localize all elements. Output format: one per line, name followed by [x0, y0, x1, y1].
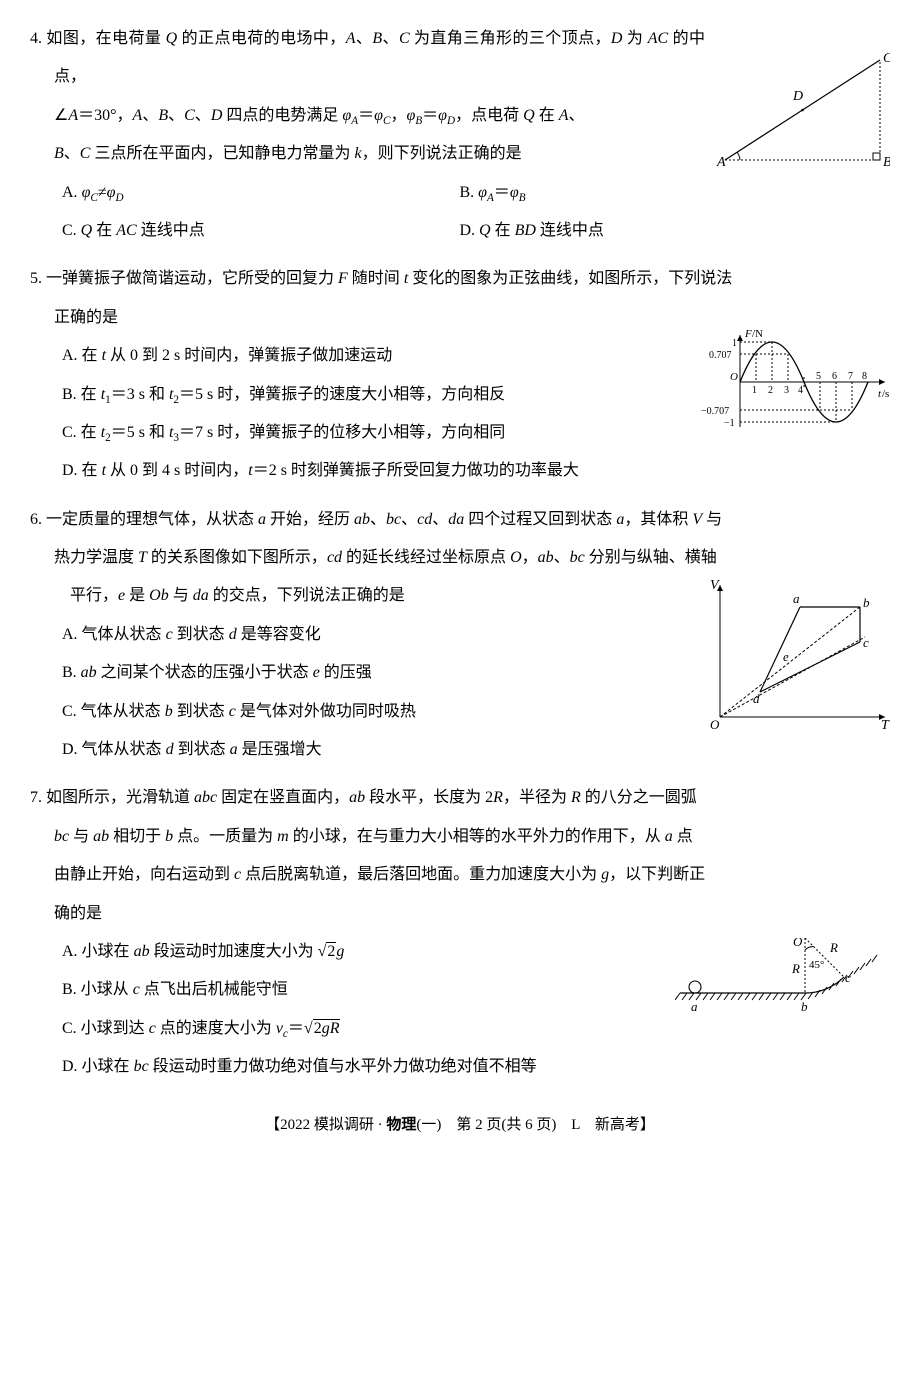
svg-text:b: b [801, 999, 808, 1013]
footer-text2: (一) 第 2 页(共 6 页) L 新高考】 [416, 1117, 655, 1133]
q7-optD: D. 小球在 bc 段运动时重力做功绝对值与水平外力做功绝对值不相等 [62, 1048, 890, 1086]
svg-text:−1: −1 [724, 418, 735, 429]
q7-optC: C. 小球到达 c 点的速度大小为 vc＝2gR [62, 1010, 890, 1048]
q5-figure: F/N t/s 1 0.707 −0.707 −1 O 1 2 3 4 5 6 … [690, 327, 890, 437]
svg-text:R: R [791, 961, 800, 976]
svg-text:D: D [792, 89, 803, 104]
svg-text:5: 5 [816, 371, 821, 382]
svg-text:F: F [744, 328, 752, 340]
svg-text:e: e [783, 649, 789, 664]
svg-text:/s: /s [882, 388, 889, 400]
footer-bold: 物理 [386, 1117, 416, 1133]
svg-text:4: 4 [798, 385, 803, 396]
svg-text:d: d [753, 691, 760, 706]
svg-text:a: a [691, 999, 698, 1013]
svg-text:8: 8 [862, 371, 867, 382]
svg-text:b: b [863, 595, 870, 610]
svg-text:1: 1 [752, 385, 757, 396]
svg-text:6: 6 [832, 371, 837, 382]
q7-num: 7. [30, 789, 42, 806]
q4-num: 4. [30, 30, 42, 47]
q4-options: A. φC≠φD B. φA＝φB C. Q 在 AC 连线中点 D. Q 在 … [30, 174, 890, 251]
q6-figure: V T O a b c d e [705, 577, 890, 732]
svg-text:3: 3 [784, 385, 789, 396]
svg-text:2: 2 [768, 385, 773, 396]
svg-text:a: a [793, 591, 800, 606]
q6-num: 6. [30, 511, 42, 528]
svg-text:45°: 45° [809, 959, 824, 971]
svg-text:B: B [883, 155, 890, 170]
q7-figure: O R R 45° c a b [675, 938, 890, 1013]
svg-text:O: O [730, 371, 738, 383]
question-6: 6. 一定质量的理想气体，从状态 a 开始，经历 ab、bc、cd、da 四个过… [30, 501, 890, 770]
svg-text:7: 7 [848, 371, 853, 382]
svg-text:O: O [710, 717, 720, 732]
svg-text:V: V [710, 578, 720, 593]
q5-optD: D. 在 t 从 0 到 4 s 时间内，t＝2 s 时刻弹簧振子所受回复力做功… [62, 452, 890, 490]
svg-text:T: T [881, 718, 890, 732]
svg-text:/N: /N [752, 328, 763, 340]
q5-num: 5. [30, 270, 42, 287]
question-5: 5. 一弹簧振子做简谐运动，它所受的回复力 F 随时间 t 变化的图象为正弦曲线… [30, 260, 890, 490]
q6-optD: D. 气体从状态 d 到状态 a 是压强增大 [62, 731, 890, 769]
q4-optA: A. φC≠φD [62, 174, 459, 212]
svg-text:1: 1 [732, 338, 737, 349]
svg-text:O: O [793, 938, 803, 949]
svg-text:c: c [845, 970, 851, 985]
svg-text:c: c [863, 635, 869, 650]
q4-optC: C. Q 在 AC 连线中点 [62, 212, 459, 250]
q4-optB: B. φA＝φB [459, 174, 856, 212]
svg-text:A: A [716, 155, 726, 170]
svg-text:−0.707: −0.707 [701, 406, 729, 417]
svg-text:C: C [883, 51, 890, 66]
footer-text1: 【2022 模拟调研 · [265, 1117, 386, 1133]
q4-figure: A B C D [715, 50, 890, 170]
q7-stem: 7. 如图所示，光滑轨道 abc 固定在竖直面内，ab 段水平，长度为 2R，半… [30, 779, 890, 933]
question-4: A B C D 4. 如图，在电荷量 Q 的正点电荷的电场中，A、B、C 为直角… [30, 20, 890, 250]
page-footer: 【2022 模拟调研 · 物理(一) 第 2 页(共 6 页) L 新高考】 [30, 1107, 890, 1143]
svg-text:R: R [829, 940, 838, 955]
q5-stem: 5. 一弹簧振子做简谐运动，它所受的回复力 F 随时间 t 变化的图象为正弦曲线… [30, 260, 890, 337]
q6-stem: 6. 一定质量的理想气体，从状态 a 开始，经历 ab、bc、cd、da 四个过… [30, 501, 890, 578]
question-7: 7. 如图所示，光滑轨道 abc 固定在竖直面内，ab 段水平，长度为 2R，半… [30, 779, 890, 1086]
svg-text:0.707: 0.707 [709, 350, 732, 361]
q4-optD: D. Q 在 BD 连线中点 [459, 212, 856, 250]
